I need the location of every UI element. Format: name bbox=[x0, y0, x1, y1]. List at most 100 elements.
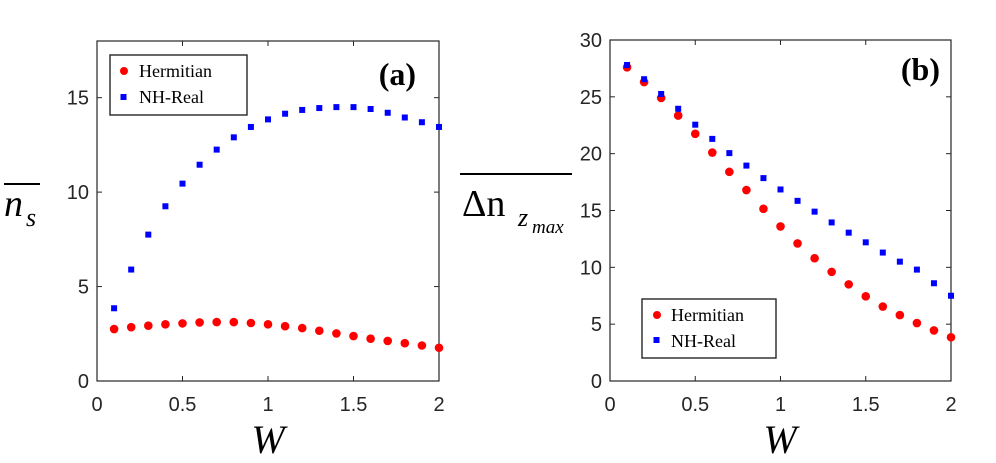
point-nh-real-b bbox=[913, 266, 920, 273]
point-hermitian-a bbox=[417, 341, 427, 350]
point-nh-real-a bbox=[367, 106, 374, 112]
point-hermitian-b bbox=[708, 148, 717, 157]
point-nh-real-b bbox=[692, 121, 699, 128]
x-tick-label: 2 bbox=[433, 394, 444, 416]
panel-label-b: (b) bbox=[901, 51, 940, 87]
y-tick-label: 20 bbox=[580, 144, 602, 166]
point-hermitian-b bbox=[793, 239, 802, 248]
point-hermitian-b bbox=[810, 253, 819, 263]
x-tick-label: 1 bbox=[262, 394, 273, 416]
point-nh-real-b bbox=[743, 162, 750, 169]
x-axis-label-a: W bbox=[251, 417, 288, 462]
point-hermitian-b bbox=[690, 129, 700, 139]
legend-marker-nhreal-a bbox=[120, 94, 127, 100]
y-axis-label-sub-a: s bbox=[26, 203, 36, 232]
point-hermitian-a bbox=[212, 317, 221, 327]
point-hermitian-b bbox=[759, 204, 768, 214]
point-hermitian-b bbox=[912, 318, 922, 328]
legend-box-a bbox=[109, 54, 248, 116]
y-axis-label-b: Δn z max bbox=[460, 173, 572, 238]
point-hermitian-a bbox=[400, 338, 410, 348]
point-nh-real-a bbox=[179, 180, 186, 187]
point-hermitian-a bbox=[280, 321, 290, 331]
y-tick-label: 5 bbox=[591, 314, 602, 336]
y-tick-label: 30 bbox=[580, 30, 602, 52]
point-nh-real-b bbox=[760, 175, 767, 182]
point-nh-real-a bbox=[333, 104, 340, 111]
point-nh-real-b bbox=[777, 186, 784, 193]
point-nh-real-a bbox=[247, 123, 254, 130]
point-hermitian-a bbox=[297, 323, 307, 333]
point-nh-real-a bbox=[384, 109, 391, 116]
y-tick-label: 0 bbox=[78, 371, 89, 393]
panel-label-a: (a) bbox=[379, 56, 416, 92]
marks-b bbox=[622, 62, 956, 342]
point-nh-real-a bbox=[213, 146, 220, 153]
x-tick-label: 1 bbox=[775, 394, 786, 416]
legend-marker-nhreal-b bbox=[653, 337, 660, 343]
x-tick-label: 1.5 bbox=[340, 394, 368, 416]
point-nh-real-b bbox=[624, 62, 631, 69]
point-nh-real-a bbox=[350, 104, 357, 111]
y-axis-label-subsub-b: max bbox=[532, 217, 564, 238]
legend-marker-hermitian-b bbox=[653, 311, 661, 319]
point-hermitian-a bbox=[315, 326, 324, 336]
legend-label-nhreal-b: NH-Real bbox=[671, 331, 736, 351]
y-tick-label: 0 bbox=[591, 371, 602, 393]
point-nh-real-a bbox=[128, 266, 135, 273]
point-nh-real-b bbox=[930, 280, 937, 287]
legend-label-nhreal-a: NH-Real bbox=[139, 87, 204, 107]
x-tick-label: 0.5 bbox=[681, 394, 709, 416]
y-axis-label-main-a: n bbox=[4, 183, 23, 225]
point-nh-real-a bbox=[265, 116, 271, 123]
point-nh-real-b bbox=[709, 135, 716, 142]
point-hermitian-b bbox=[673, 111, 683, 120]
point-hermitian-a bbox=[263, 320, 273, 329]
x-tick-label: 0 bbox=[604, 394, 615, 416]
point-hermitian-a bbox=[144, 321, 153, 330]
point-hermitian-b bbox=[725, 167, 734, 177]
legend-b: Hermitian NH-Real bbox=[641, 298, 777, 359]
point-hermitian-a bbox=[195, 318, 204, 327]
point-nh-real-b bbox=[794, 197, 801, 204]
point-nh-real-b bbox=[896, 258, 903, 265]
y-tick-label: 5 bbox=[78, 277, 89, 299]
x-tick-label: 1.5 bbox=[852, 394, 880, 416]
point-hermitian-a bbox=[161, 320, 170, 329]
point-nh-real-a bbox=[162, 203, 169, 210]
point-hermitian-a bbox=[366, 334, 375, 343]
y-tick-label: 10 bbox=[67, 182, 89, 204]
y-tick-label: 25 bbox=[580, 87, 602, 109]
point-nh-real-a bbox=[282, 110, 289, 117]
point-nh-real-b bbox=[641, 76, 648, 83]
point-nh-real-a bbox=[436, 123, 442, 130]
point-hermitian-a bbox=[229, 317, 239, 327]
point-hermitian-a bbox=[126, 322, 136, 332]
legend-a: Hermitian NH-Real bbox=[109, 54, 248, 116]
point-hermitian-b bbox=[861, 292, 871, 301]
point-hermitian-a bbox=[178, 319, 187, 328]
point-nh-real-b bbox=[811, 208, 818, 215]
legend-label-hermitian-a: Hermitian bbox=[139, 61, 212, 81]
x-tick-label: 0.5 bbox=[169, 394, 197, 416]
point-nh-real-b bbox=[845, 229, 852, 236]
point-nh-real-a bbox=[316, 105, 323, 112]
point-nh-real-a bbox=[111, 305, 118, 312]
point-nh-real-b bbox=[726, 150, 733, 157]
legend-box-b bbox=[641, 298, 777, 359]
ticks-a: 0 0.5 1 1.5 2 0 5 10 15 bbox=[67, 41, 445, 416]
point-hermitian-a bbox=[434, 343, 444, 353]
point-hermitian-b bbox=[776, 222, 785, 231]
point-nh-real-b bbox=[675, 105, 682, 112]
point-nh-real-b bbox=[862, 239, 869, 246]
point-hermitian-b bbox=[946, 332, 956, 342]
marks-a bbox=[109, 104, 444, 353]
y-tick-label: 15 bbox=[580, 201, 602, 223]
point-hermitian-b bbox=[844, 280, 853, 289]
point-nh-real-a bbox=[299, 106, 306, 113]
point-nh-real-b bbox=[658, 90, 665, 97]
point-nh-real-b bbox=[828, 219, 835, 226]
point-nh-real-a bbox=[196, 161, 203, 168]
